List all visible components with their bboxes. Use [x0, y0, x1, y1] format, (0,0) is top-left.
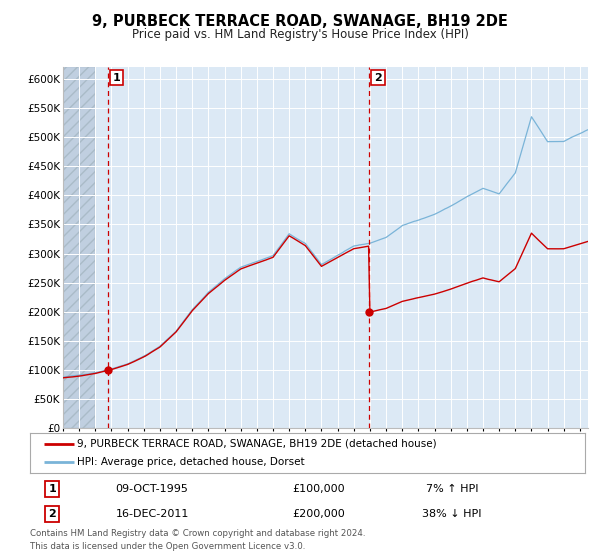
Text: 1: 1 [113, 73, 121, 83]
Text: 2: 2 [49, 509, 56, 519]
Text: 7% ↑ HPI: 7% ↑ HPI [425, 484, 478, 494]
Text: 9, PURBECK TERRACE ROAD, SWANAGE, BH19 2DE: 9, PURBECK TERRACE ROAD, SWANAGE, BH19 2… [92, 14, 508, 29]
Text: 9, PURBECK TERRACE ROAD, SWANAGE, BH19 2DE (detached house): 9, PURBECK TERRACE ROAD, SWANAGE, BH19 2… [77, 439, 437, 449]
Text: 16-DEC-2011: 16-DEC-2011 [115, 509, 189, 519]
Text: £100,000: £100,000 [292, 484, 345, 494]
Text: £200,000: £200,000 [292, 509, 345, 519]
Text: Contains HM Land Registry data © Crown copyright and database right 2024.: Contains HM Land Registry data © Crown c… [30, 529, 365, 538]
Text: 1: 1 [49, 484, 56, 494]
Text: 09-OCT-1995: 09-OCT-1995 [116, 484, 188, 494]
Text: HPI: Average price, detached house, Dorset: HPI: Average price, detached house, Dors… [77, 458, 305, 467]
Bar [63, 67, 95, 428]
Text: Price paid vs. HM Land Registry's House Price Index (HPI): Price paid vs. HM Land Registry's House … [131, 28, 469, 41]
Bar [63, 67, 95, 428]
Text: 2: 2 [374, 73, 382, 83]
Text: This data is licensed under the Open Government Licence v3.0.: This data is licensed under the Open Gov… [30, 542, 305, 550]
Text: 38% ↓ HPI: 38% ↓ HPI [422, 509, 482, 519]
